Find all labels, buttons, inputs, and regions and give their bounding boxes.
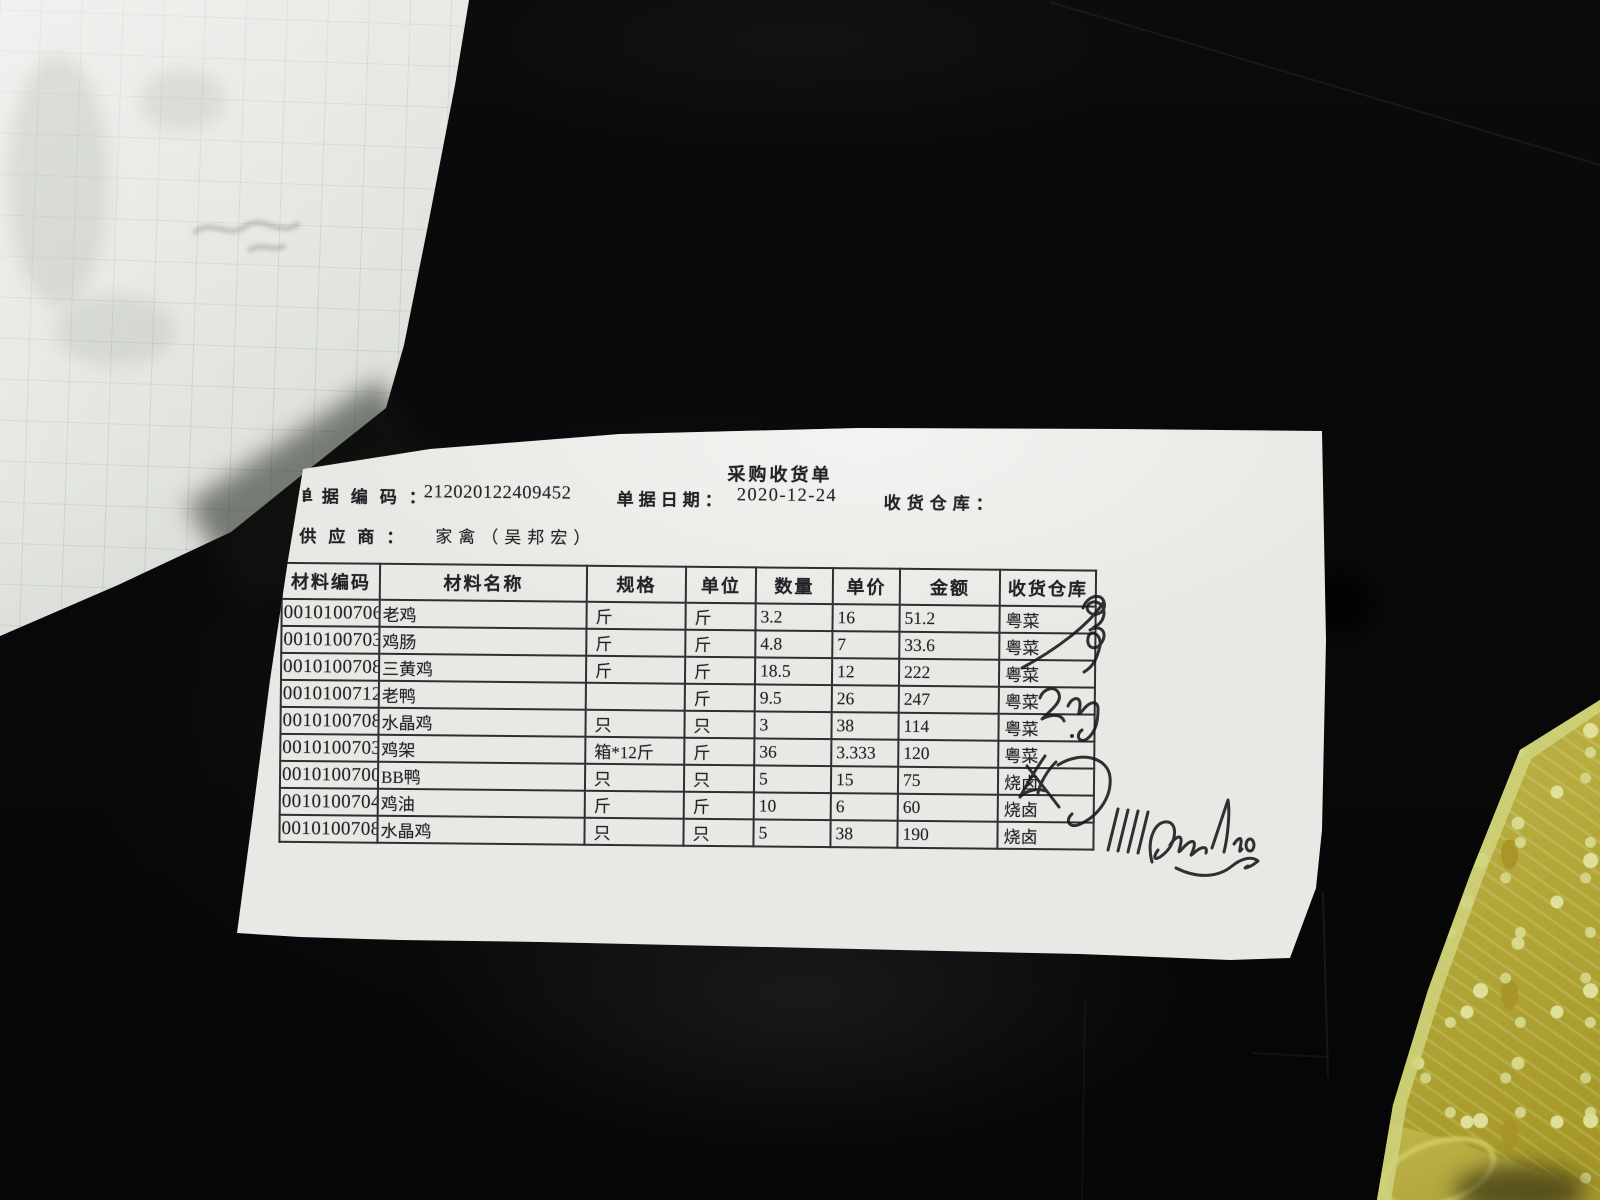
table-cell: 鸡肠 — [379, 626, 587, 656]
column-header: 材料编码 — [281, 562, 381, 600]
column-header: 数量 — [755, 567, 834, 605]
table-cell: 15 — [830, 766, 899, 794]
table-cell: 190 — [897, 820, 998, 849]
column-header: 金额 — [899, 568, 1001, 606]
table-cell: 粤菜 — [998, 686, 1095, 715]
table-cell: 10 — [753, 792, 831, 821]
table-cell: 只 — [584, 817, 684, 846]
column-header: 收货仓库 — [999, 569, 1097, 607]
table-cell: 鸡油 — [377, 788, 585, 818]
doc-code-label: 据编码： — [321, 487, 438, 508]
doc-date-value: 2020-12-24 — [736, 485, 838, 507]
table-cell: 0010100704 — [279, 787, 378, 816]
supplier-label: 供应商： — [299, 526, 416, 548]
table-cell: 粤菜 — [998, 713, 1095, 742]
table-cell: 7 — [832, 631, 900, 659]
table-cell: 16 — [832, 604, 900, 632]
table-cell: 114 — [898, 712, 999, 741]
table-cell: 斤 — [586, 601, 686, 630]
table-cell: 9.5 — [754, 684, 832, 713]
table-cell: 斤 — [684, 683, 755, 712]
table-cell: 51.2 — [899, 604, 1000, 633]
column-header: 规格 — [586, 565, 687, 603]
table-cell: 粤菜 — [999, 605, 1096, 634]
table-cell: BB鸭 — [377, 761, 586, 791]
table-cell: 烧卤 — [997, 821, 1094, 850]
table-cell: 6 — [830, 793, 898, 821]
items-table: 材料编码 材料名称 规格 单位 数量 单价 金额 收货仓库 0010100706 老鸡斤斤 3.2… — [278, 562, 1097, 851]
doc-date-label: 单据日期： — [616, 490, 727, 511]
table-cell: 0010100706 — [281, 598, 380, 627]
table-cell: 33.6 — [899, 631, 1000, 660]
table-cell — [585, 682, 685, 711]
table-cell: 3.333 — [831, 739, 899, 767]
table-cell: 3.2 — [755, 603, 833, 632]
column-header: 材料名称 — [379, 563, 588, 602]
table-cell: 0010100703 — [281, 625, 380, 654]
table-cell: 斤 — [684, 656, 756, 685]
table-cell: 粤菜 — [998, 740, 1095, 769]
table-cell: 烧卤 — [997, 794, 1094, 823]
table-cell: 斤 — [685, 629, 756, 658]
table-cell: 鸡架 — [378, 734, 586, 764]
table-cell: 12 — [831, 658, 900, 686]
table-cell: 斤 — [584, 790, 684, 819]
table-cell: 只 — [683, 764, 755, 793]
table-cell: 0010100703 — [280, 733, 379, 762]
table-cell: 18.5 — [754, 657, 833, 686]
table-cell: 60 — [897, 793, 998, 822]
table-cell: 烧卤 — [997, 767, 1095, 796]
table-cell: 老鸡 — [379, 599, 587, 629]
table-cell: 120 — [898, 739, 999, 768]
table-cell: 3 — [754, 711, 832, 740]
supplier-value: 家禽（吴邦宏） — [435, 527, 597, 548]
table-cell: 5 — [753, 765, 832, 794]
table-cell: 斤 — [683, 791, 754, 820]
table-cell: 三黄鸡 — [378, 653, 587, 683]
table-body: 0010100706 老鸡斤斤 3.2 16 51.2 粤菜 0010100703 鸡肠斤斤 4… — [279, 598, 1096, 850]
table-cell: 只 — [684, 710, 755, 739]
table-cell: 斤 — [585, 655, 686, 684]
column-header: 单价 — [832, 568, 901, 605]
table-cell: 只 — [584, 763, 685, 792]
table-cell: 水晶鸡 — [377, 815, 585, 845]
clipped-character: 单 — [302, 486, 313, 503]
table-cell: 斤 — [684, 737, 755, 766]
table-cell: 4.8 — [755, 630, 833, 659]
table-cell: 38 — [830, 820, 898, 848]
table-cell: 斤 — [586, 628, 686, 657]
table-cell: 0010100708 — [280, 652, 380, 681]
warehouse-field-label: 收货仓库： — [883, 493, 999, 514]
paper-smudge — [55, 295, 175, 365]
table-cell: 0010100708 — [280, 706, 379, 735]
table-cell: 75 — [897, 766, 999, 795]
table-cell: 0010100700 — [279, 760, 379, 789]
table-cell: 5 — [753, 819, 831, 848]
table-cell: 0010100708 — [279, 814, 378, 843]
table-cell: 0010100712 — [280, 679, 379, 708]
column-header: 单位 — [685, 566, 757, 604]
table-cell: 箱*12斤 — [585, 736, 685, 765]
table-cell: 只 — [683, 818, 754, 847]
table-cell: 36 — [754, 738, 832, 767]
fabric-shadow — [1455, 1165, 1585, 1200]
table-cell: 247 — [898, 685, 999, 714]
table-cell: 斤 — [685, 602, 756, 631]
document-title: 采购收货单 — [727, 464, 833, 486]
paper-smudge — [140, 70, 225, 130]
table-cell: 老鸭 — [378, 680, 586, 710]
table-cell: 粤菜 — [999, 632, 1096, 661]
table-cell: 38 — [831, 712, 899, 740]
table-cell: 222 — [898, 658, 1000, 687]
table-cell: 水晶鸡 — [378, 707, 586, 737]
table-cell: 26 — [831, 685, 899, 713]
table-cell: 只 — [585, 709, 685, 738]
paper-smudge — [8, 55, 108, 305]
doc-code-value: 212020122409452 — [423, 482, 572, 504]
table-cell: 粤菜 — [998, 659, 1096, 688]
